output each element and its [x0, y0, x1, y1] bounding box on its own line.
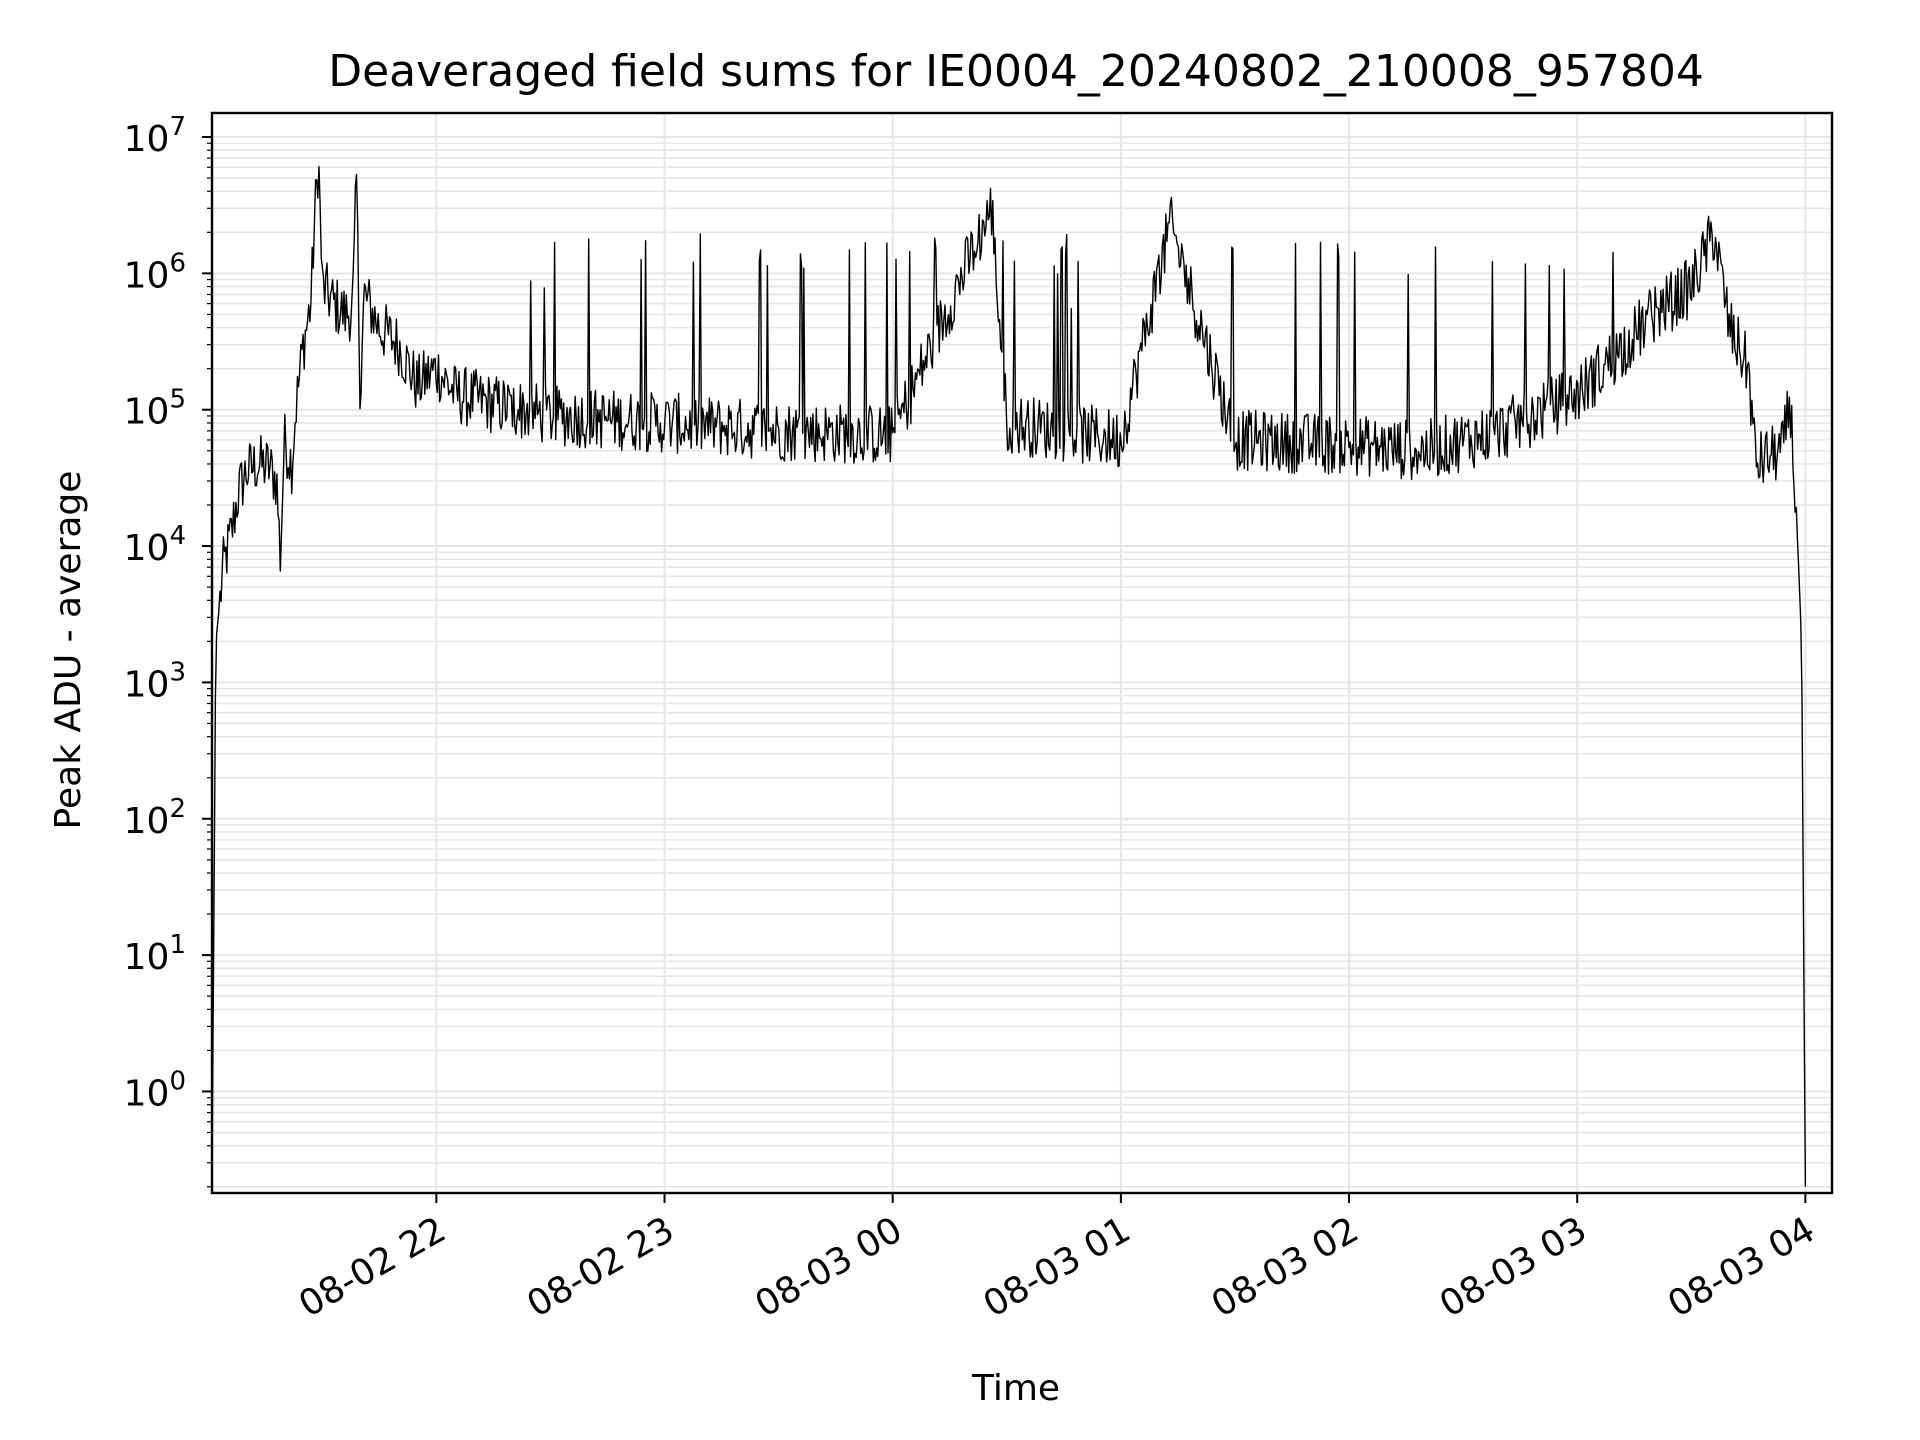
y-tick-label: 104: [124, 521, 186, 569]
series-line: [211, 165, 1807, 1187]
y-tick-base: 10: [124, 664, 170, 705]
series-layer: [211, 165, 1807, 1187]
y-tick-label: 101: [124, 930, 186, 978]
y-tick-label: 107: [124, 112, 186, 160]
y-tick-label: 103: [124, 657, 186, 705]
chart-title: Deaveraged field sums for IE0004_2024080…: [328, 46, 1704, 97]
y-tick-exponent: 2: [169, 794, 186, 824]
y-tick-label: 102: [124, 794, 186, 842]
y-tick-base: 10: [124, 255, 170, 296]
y-tick-exponent: 1: [169, 930, 186, 960]
y-tick-exponent: 0: [169, 1066, 186, 1096]
y-tick-exponent: 6: [169, 248, 186, 278]
y-tick-base: 10: [124, 1073, 170, 1114]
y-tick-base: 10: [124, 801, 170, 842]
y-tick-base: 10: [124, 119, 170, 160]
y-tick-base: 10: [124, 937, 170, 978]
y-tick-exponent: 3: [169, 657, 186, 687]
y-tick-base: 10: [124, 392, 170, 433]
y-tick-exponent: 4: [169, 521, 186, 551]
y-axis-title: Peak ADU - average: [48, 471, 89, 830]
plot-frame: [210, 111, 1834, 1195]
axes: [210, 111, 1834, 1195]
y-tick-base: 10: [124, 528, 170, 569]
y-tick-exponent: 5: [169, 385, 186, 415]
y-tick-label: 106: [124, 248, 186, 296]
y-tick-label: 105: [124, 385, 186, 433]
x-axis-title: Time: [971, 1368, 1060, 1409]
y-tick-exponent: 7: [169, 112, 186, 142]
y-tick-label: 100: [124, 1066, 186, 1114]
grid: [212, 113, 1832, 1193]
